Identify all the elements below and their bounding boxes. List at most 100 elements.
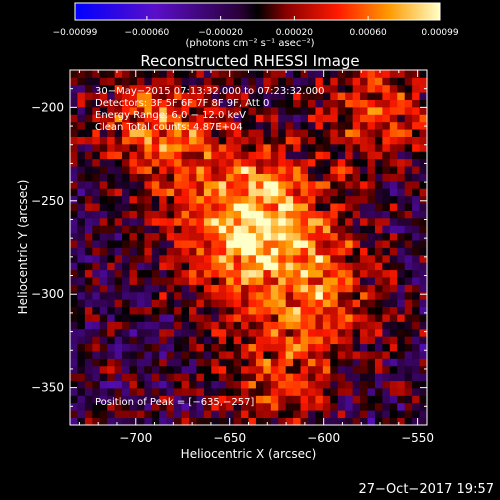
heatmap-cell <box>412 306 420 315</box>
heatmap-cell <box>300 343 309 352</box>
heatmap-cell <box>226 217 235 226</box>
heatmap-cell <box>419 92 428 100</box>
heatmap-cell <box>248 247 257 256</box>
heatmap-cell <box>374 195 383 204</box>
axes: −700 −650 −600 −550−350−300−250−200 <box>31 69 434 445</box>
heatmap-cell <box>136 291 145 300</box>
heatmap-cell <box>181 373 190 382</box>
heatmap-cell <box>308 321 316 330</box>
heatmap-cell <box>166 410 175 419</box>
heatmap-cell <box>136 99 145 108</box>
heatmap-cell <box>345 232 354 241</box>
heatmap-cell <box>136 373 145 382</box>
heatmap-cell <box>181 410 190 419</box>
heatmap-cell <box>144 254 153 263</box>
heatmap-cell <box>367 136 376 145</box>
heatmap-cell <box>77 158 86 167</box>
heatmap-cell <box>404 343 413 352</box>
heatmap-cell <box>203 291 212 300</box>
heatmap-cell <box>129 77 138 86</box>
heatmap-cell <box>226 380 235 389</box>
heatmap-cell <box>129 321 138 330</box>
heatmap-cell <box>233 365 242 374</box>
heatmap-cell <box>70 225 78 234</box>
heatmap-cell <box>308 180 316 189</box>
heatmap-cell <box>196 351 205 359</box>
heatmap-cell <box>308 240 316 248</box>
heatmap-cell <box>159 328 168 337</box>
heatmap-cell <box>218 203 227 211</box>
heatmap-cell <box>315 114 324 123</box>
heatmap-cell <box>129 158 138 167</box>
heatmap-cell <box>92 173 101 182</box>
heatmap-cell <box>293 151 301 160</box>
heatmap-cell <box>70 77 78 86</box>
heatmap-cell <box>397 328 406 337</box>
heatmap-cell <box>144 129 153 137</box>
heatmap-cell <box>226 343 235 352</box>
heatmap-cell <box>352 373 361 382</box>
info-time-range: 30−May−2015 07:13:32.000 to 07:23:32.000 <box>95 86 325 97</box>
heatmap-cell <box>248 351 257 359</box>
heatmap-cell <box>92 151 101 160</box>
heatmap-cell <box>263 254 272 263</box>
heatmap-cell <box>270 269 279 278</box>
heatmap-cell <box>151 92 160 100</box>
heatmap-cell <box>255 402 264 411</box>
heatmap-cell <box>352 306 361 315</box>
heatmap-cell <box>345 106 354 115</box>
heatmap-cell <box>308 402 316 411</box>
heatmap-cell <box>196 291 205 300</box>
heatmap-cell <box>382 380 391 389</box>
heatmap-cell <box>322 106 331 115</box>
heatmap-cell <box>337 173 346 182</box>
heatmap-cell <box>374 180 383 189</box>
heatmap-cell <box>270 410 279 419</box>
heatmap-cell <box>255 136 264 145</box>
heatmap-cell <box>144 351 153 359</box>
heatmap-cell <box>144 195 153 204</box>
heatmap-cell <box>211 77 220 86</box>
heatmap-cell <box>293 254 301 263</box>
heatmap-cell <box>136 262 145 271</box>
colorbar-tick-label: −0.00060 <box>125 28 170 38</box>
heatmap-cell <box>412 106 420 115</box>
heatmap-cell <box>129 373 138 382</box>
heatmap-cell <box>278 299 287 308</box>
y-axis-label: Heliocentric Y (arcsec) <box>16 180 30 315</box>
heatmap-cell <box>300 173 309 182</box>
heatmap-cell <box>136 380 145 389</box>
heatmap-cell <box>367 254 376 263</box>
heatmap-cell <box>293 417 301 426</box>
heatmap-cell <box>382 84 391 93</box>
peak-position-label: Position of Peak = [−635,−257] <box>95 397 255 408</box>
heatmap-cell <box>70 129 78 137</box>
heatmap-cell <box>92 262 101 271</box>
heatmap-cell <box>255 351 264 359</box>
heatmap-cell <box>255 121 264 130</box>
heatmap-cell <box>419 277 428 285</box>
heatmap-cell <box>397 143 406 152</box>
heatmap-cell <box>166 217 175 226</box>
heatmap-cell <box>315 328 324 337</box>
heatmap-cell <box>77 395 86 404</box>
heatmap-cell <box>99 402 108 411</box>
heatmap-cell <box>226 351 235 359</box>
heatmap-cell <box>203 269 212 278</box>
heatmap-cell <box>211 188 220 197</box>
heatmap-cell <box>382 314 391 322</box>
heatmap-cell <box>122 417 130 426</box>
heatmap-cell <box>99 173 108 182</box>
heatmap-cell <box>226 173 235 182</box>
heatmap-cell <box>270 254 279 263</box>
heatmap-cell <box>218 314 227 322</box>
heatmap-cell <box>248 402 257 411</box>
heatmap-cell <box>70 343 78 352</box>
heatmap-cell <box>404 254 413 263</box>
heatmap-cell <box>382 299 391 308</box>
heatmap-cell <box>114 328 123 337</box>
heatmap-cell <box>389 365 398 374</box>
heatmap-cell <box>285 106 294 115</box>
heatmap-cell <box>367 269 376 278</box>
heatmap-cell <box>114 306 123 315</box>
